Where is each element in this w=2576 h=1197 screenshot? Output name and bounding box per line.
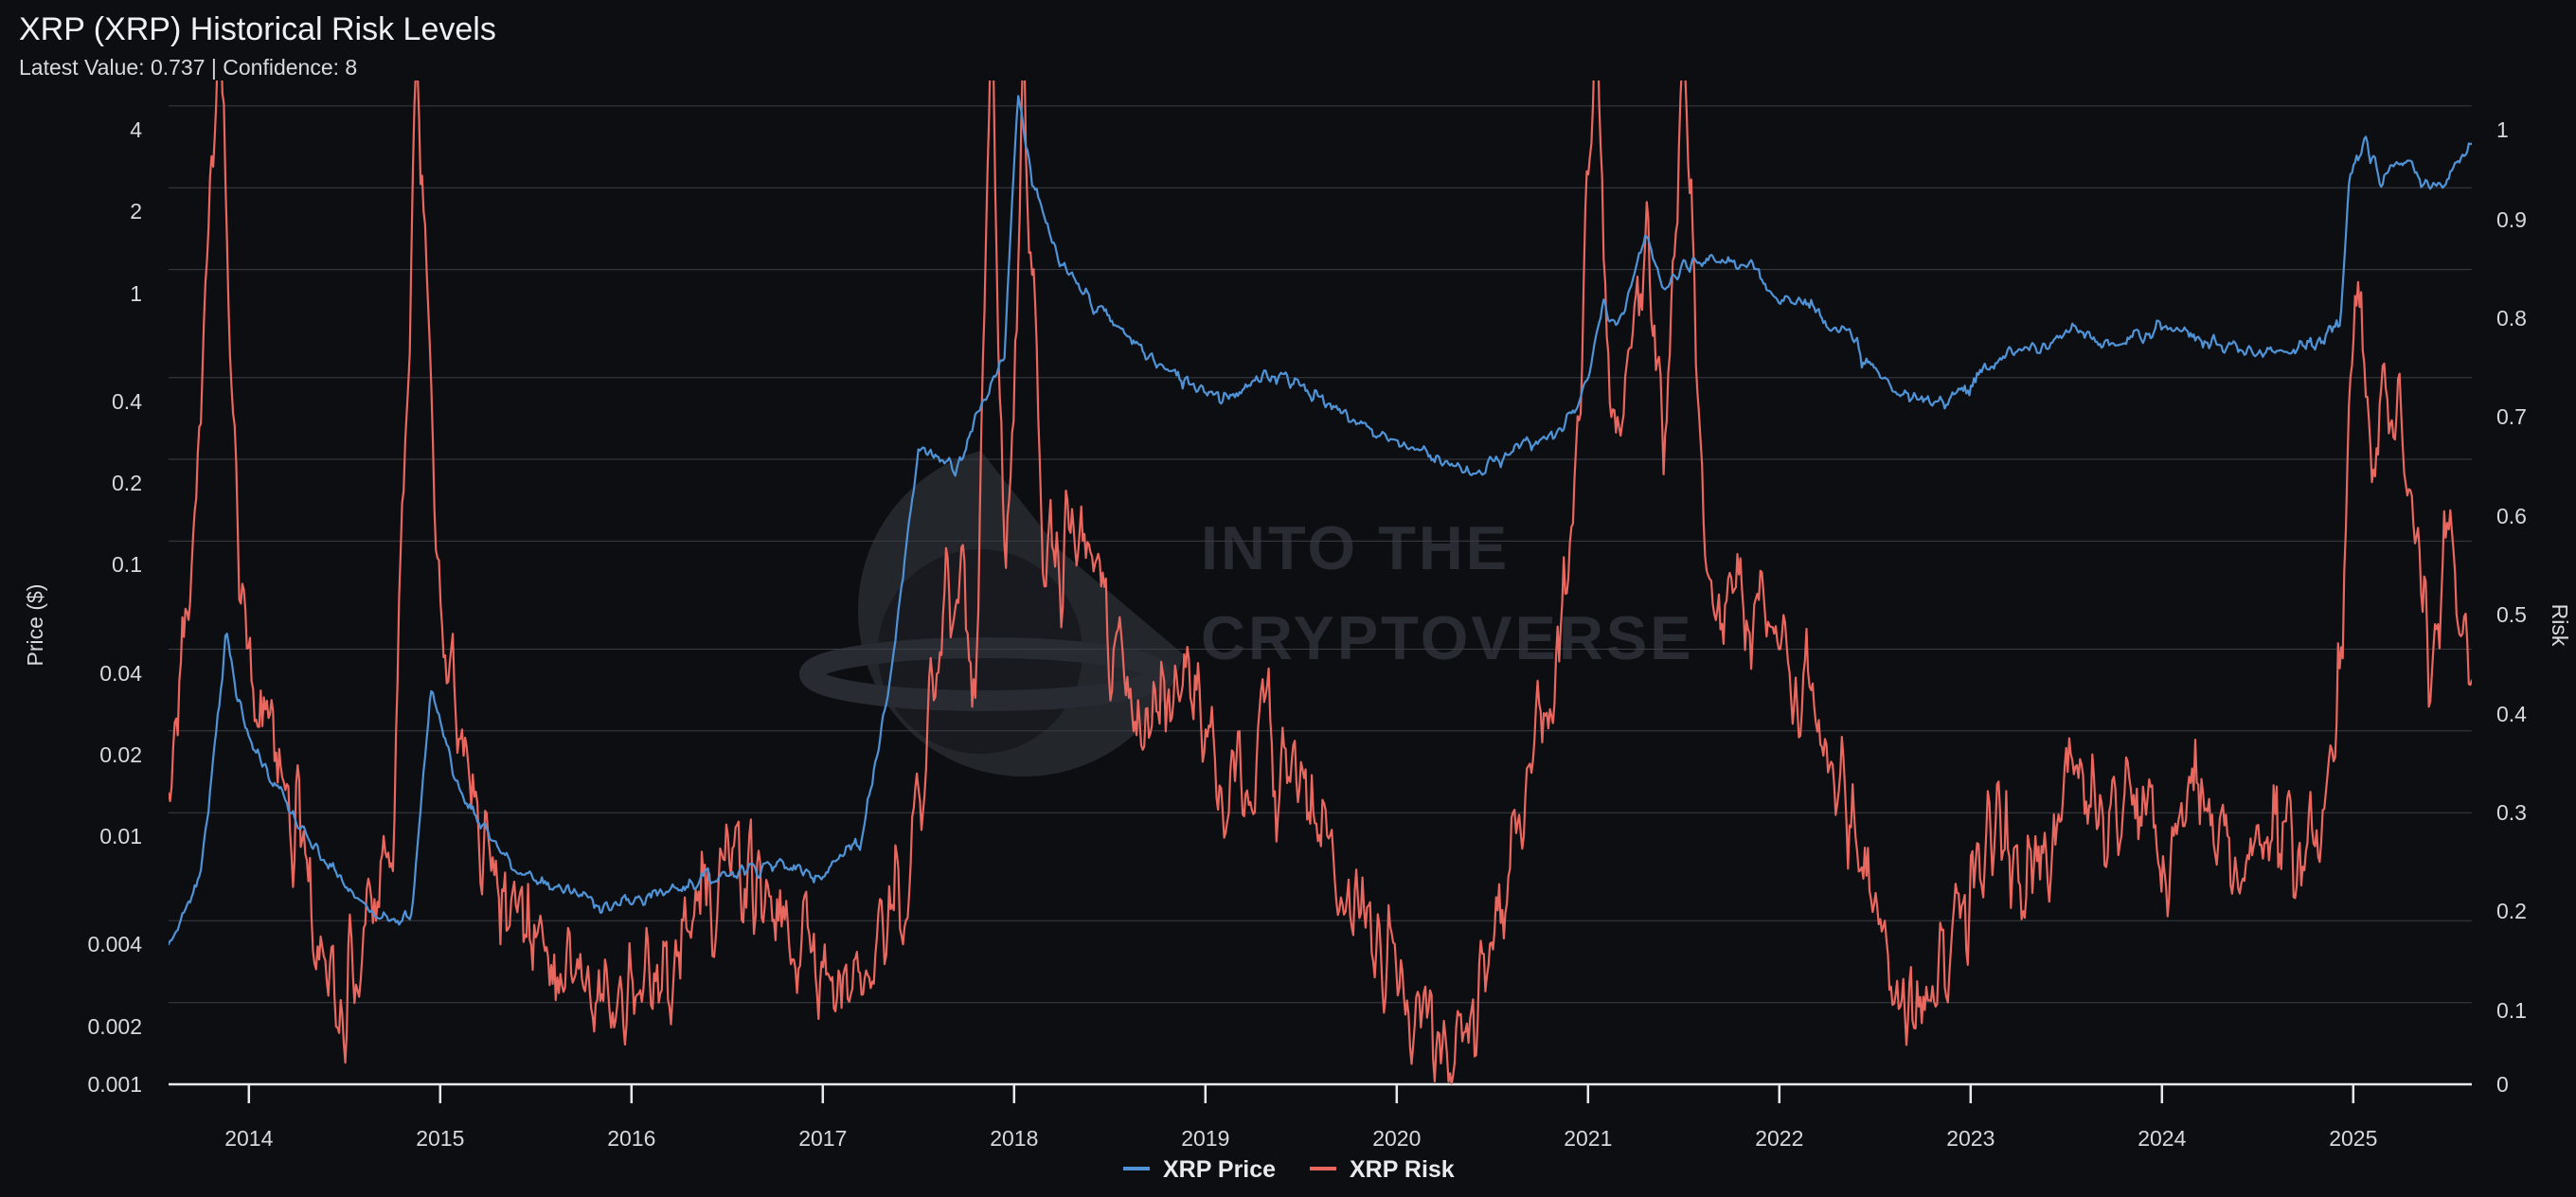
svg-text:0.001: 0.001 — [87, 1072, 142, 1097]
svg-text:Price ($): Price ($) — [23, 584, 47, 667]
svg-text:4: 4 — [130, 117, 142, 142]
svg-text:0.3: 0.3 — [2496, 800, 2527, 825]
svg-text:0.6: 0.6 — [2496, 504, 2527, 528]
svg-text:0.004: 0.004 — [87, 932, 142, 956]
svg-text:0.1: 0.1 — [2496, 998, 2527, 1023]
svg-text:Risk: Risk — [2548, 604, 2572, 647]
svg-text:2019: 2019 — [1181, 1126, 1229, 1151]
svg-text:2024: 2024 — [2138, 1126, 2186, 1151]
svg-text:2025: 2025 — [2329, 1126, 2377, 1151]
svg-text:2023: 2023 — [1946, 1126, 1995, 1151]
svg-text:0.02: 0.02 — [99, 742, 142, 767]
svg-text:INTO THE: INTO THE — [1201, 513, 1510, 582]
svg-text:0.2: 0.2 — [112, 471, 142, 495]
svg-text:0.04: 0.04 — [99, 661, 142, 686]
svg-text:XRP Risk: XRP Risk — [1350, 1156, 1455, 1183]
svg-text:0.4: 0.4 — [2496, 702, 2527, 726]
svg-text:0.9: 0.9 — [2496, 207, 2527, 232]
svg-text:CRYPTOVERSE: CRYPTOVERSE — [1201, 603, 1694, 672]
svg-text:2: 2 — [130, 199, 142, 223]
svg-text:0.5: 0.5 — [2496, 602, 2527, 627]
svg-text:2017: 2017 — [798, 1126, 847, 1151]
svg-text:0.7: 0.7 — [2496, 404, 2527, 429]
svg-text:0: 0 — [2496, 1072, 2509, 1097]
svg-text:0.1: 0.1 — [112, 552, 142, 577]
svg-text:2020: 2020 — [1372, 1126, 1421, 1151]
svg-text:2014: 2014 — [224, 1126, 273, 1151]
svg-text:0.002: 0.002 — [87, 1014, 142, 1039]
svg-text:0.8: 0.8 — [2496, 306, 2527, 331]
svg-text:0.01: 0.01 — [99, 824, 142, 849]
svg-text:0.4: 0.4 — [112, 389, 142, 414]
svg-text:0.2: 0.2 — [2496, 899, 2527, 923]
svg-text:1: 1 — [130, 281, 142, 306]
svg-text:1: 1 — [2496, 117, 2509, 142]
svg-text:XRP Price: XRP Price — [1163, 1156, 1276, 1183]
svg-text:2016: 2016 — [607, 1126, 655, 1151]
svg-text:2015: 2015 — [416, 1126, 464, 1151]
svg-text:2021: 2021 — [1564, 1126, 1612, 1151]
svg-text:2018: 2018 — [990, 1126, 1038, 1151]
svg-text:2022: 2022 — [1755, 1126, 1803, 1151]
